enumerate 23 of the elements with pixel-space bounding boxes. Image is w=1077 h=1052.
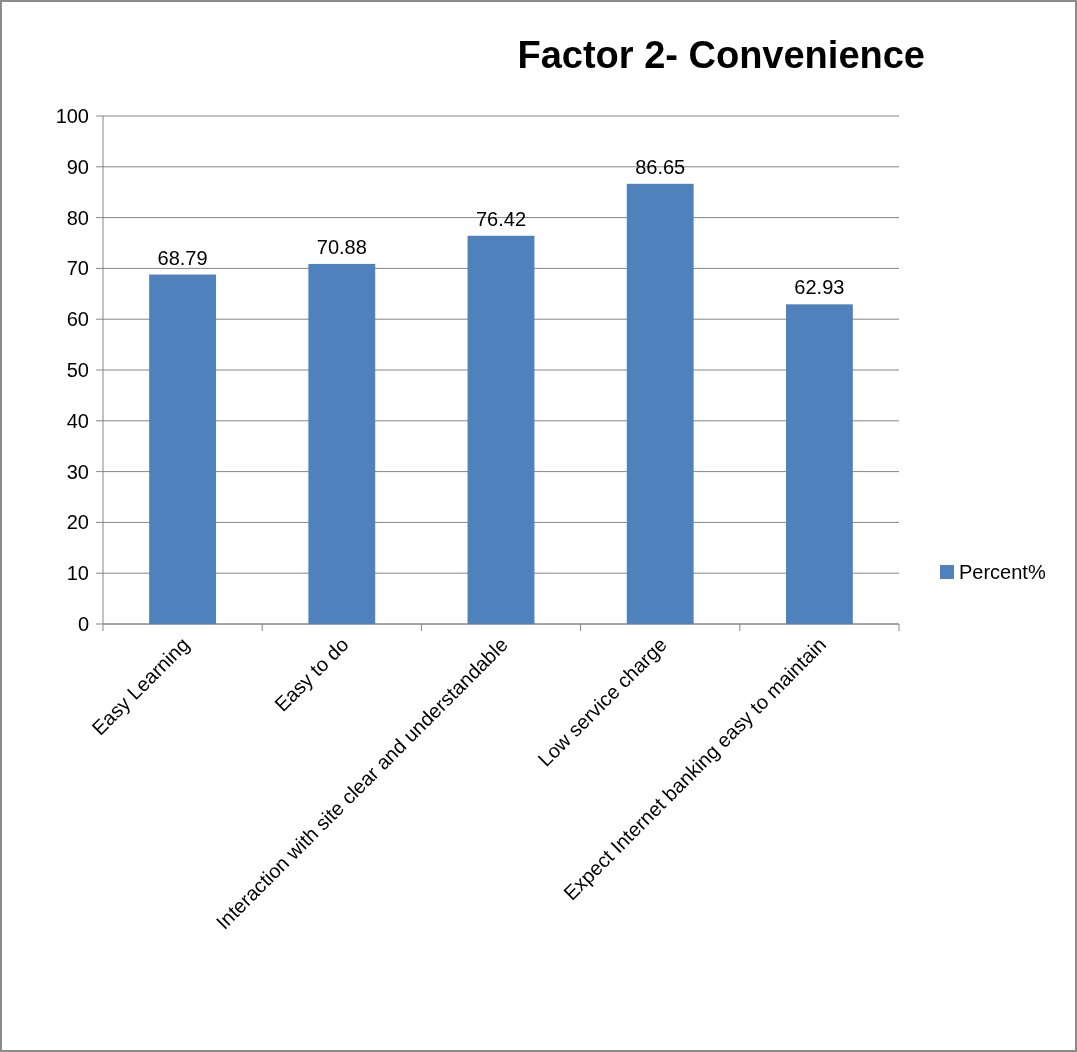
y-tick-label: 20 bbox=[66, 511, 89, 534]
bar bbox=[308, 263, 376, 624]
legend-label: Percent% bbox=[959, 561, 1046, 583]
y-tick-label: 40 bbox=[66, 409, 89, 432]
y-tick-label: 10 bbox=[66, 562, 89, 585]
y-tick-label: 70 bbox=[66, 257, 89, 280]
data-label: 86.65 bbox=[635, 155, 686, 178]
data-label: 70.88 bbox=[316, 235, 367, 258]
y-tick-label: 60 bbox=[66, 308, 89, 331]
data-label: 62.93 bbox=[794, 276, 845, 299]
y-tick-label: 90 bbox=[66, 155, 89, 178]
y-tick-label: 100 bbox=[55, 105, 89, 127]
y-tick-label: 80 bbox=[66, 206, 89, 229]
y-tick-label: 50 bbox=[66, 359, 89, 381]
bar bbox=[785, 304, 853, 624]
bar bbox=[626, 183, 694, 624]
data-label: 68.79 bbox=[157, 246, 208, 269]
y-tick-label: 0 bbox=[77, 613, 89, 635]
bar bbox=[467, 235, 535, 624]
chart-title: Factor 2- Convenience bbox=[517, 34, 925, 76]
bar bbox=[149, 274, 217, 624]
data-label: 76.42 bbox=[475, 207, 527, 230]
y-tick-label: 30 bbox=[66, 460, 89, 483]
